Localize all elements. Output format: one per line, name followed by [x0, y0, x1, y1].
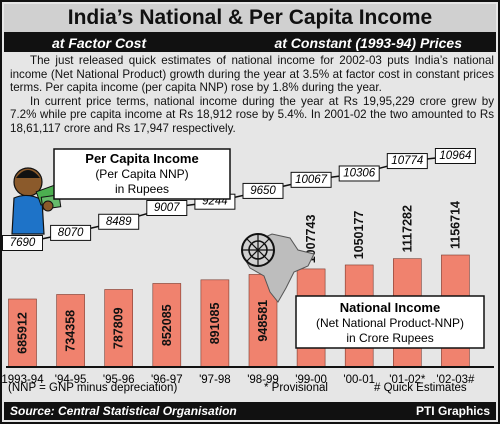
x-tick-label: '95-96 [103, 374, 135, 386]
footnote-provisional: * Provisional [264, 382, 328, 394]
per-capita-value-label: 9007 [154, 202, 180, 214]
money-man-illustration [11, 167, 62, 235]
per-capita-value-label: 10964 [439, 150, 471, 162]
x-tick-label: '01-02* [389, 374, 426, 386]
bar-national-income [104, 289, 133, 368]
bar-value-label: 1050177 [352, 211, 366, 260]
bar-national-income [8, 298, 37, 368]
bar-value-label: 1007743 [304, 215, 318, 264]
per-capita-point-box [242, 182, 284, 199]
bar-national-income [152, 283, 182, 368]
x-tick-label: '96-97 [151, 374, 183, 386]
source-note: Source: Central Statistical Organisation [10, 404, 237, 418]
x-tick-label: '99-00 [295, 374, 327, 386]
footnote-nnp: (NNP = GNP minus depreciation) [8, 382, 177, 394]
bar-value-label: 948581 [256, 300, 270, 342]
summary-text: The just released quick estimates of nat… [10, 54, 494, 135]
per-capita-value-label: 8070 [58, 227, 84, 239]
x-tick-label: '98-99 [247, 374, 279, 386]
per-capita-point-box [98, 213, 140, 230]
footnote-quick-estimates: # Quick Estimates [374, 382, 467, 394]
x-tick-label: '02-03# [436, 374, 475, 386]
x-tick-label: '94-95 [55, 374, 87, 386]
national-income-legend-line-3: in Crore Rupees [346, 331, 433, 345]
footer-band: Source: Central Statistical Organisation… [4, 402, 496, 420]
graphics-credit: PTI Graphics [415, 404, 490, 418]
bar-value-label: 1156714 [448, 201, 462, 249]
summary-paragraph-2: In current price terms, national income … [10, 94, 494, 135]
per-capita-legend-line-2: (Per Capita NNP) [95, 167, 188, 181]
per-capita-legend-line-1: Per Capita Income [85, 151, 198, 166]
bar-value-label: 787809 [112, 307, 126, 349]
subheading-band: at Factor Cost at Constant (1993-94) Pri… [4, 34, 496, 52]
x-tick-labels: 1993-94 '94-95 '95-96 '96-97 '97-98 '98-99 '99… [2, 374, 475, 386]
per-capita-value-label: 10306 [343, 167, 376, 179]
per-capita-legend-box: Per Capita Income (Per Capita NNP) in Ru… [53, 148, 231, 200]
summary-paragraph-1: The just released quick estimates of nat… [10, 54, 494, 94]
chart-title: India’s National & Per Capita Income [4, 4, 496, 34]
per-capita-point-box [386, 153, 428, 170]
per-capita-point-box [338, 165, 380, 182]
per-capita-legend-line-3: in Rupees [115, 182, 169, 196]
bar-value-label: 891085 [208, 303, 222, 345]
per-capita-line [22, 155, 456, 244]
national-income-legend-line-1: National Income [340, 300, 440, 315]
national-income-legend-line-2: (Net National Product-NNP) [316, 316, 464, 330]
per-capita-value-label: 10774 [391, 155, 423, 167]
x-tick-label: '97-98 [199, 374, 231, 386]
per-capita-point-box [146, 200, 188, 217]
x-tick-label: '00-01 [343, 374, 375, 386]
bar-national-income [200, 279, 230, 368]
subheading-right: at Constant (1993-94) Prices [274, 35, 462, 51]
per-capita-point-box [434, 148, 476, 164]
per-capita-point-box [50, 224, 92, 241]
bar-value-label: 734358 [64, 310, 78, 352]
per-capita-value-label: 9650 [250, 185, 276, 197]
bar-value-label: 1117282 [400, 205, 414, 252]
national-income-legend-box: National Income (Net National Product-NN… [295, 295, 485, 349]
x-tick-label: 1993-94 [2, 374, 44, 386]
per-capita-point-box [2, 235, 43, 251]
per-capita-value-label: 8489 [106, 216, 132, 228]
bar-value-label: 852085 [160, 304, 174, 346]
per-capita-value-label: 7690 [10, 237, 36, 249]
india-map-emblem [241, 233, 315, 303]
subheading-left: at Factor Cost [52, 35, 147, 51]
per-capita-value-label: 10067 [295, 174, 328, 186]
bar-value-label: 685912 [16, 312, 30, 354]
per-capita-point-box [290, 171, 332, 188]
